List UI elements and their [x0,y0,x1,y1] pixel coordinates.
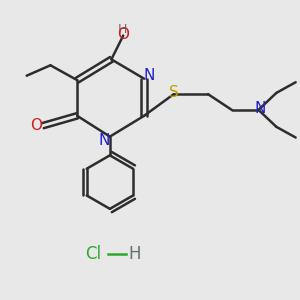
Text: N: N [144,68,155,83]
Text: S: S [169,85,179,100]
Text: O: O [31,118,43,133]
Text: Cl: Cl [85,245,102,263]
Text: H: H [128,245,141,263]
Text: O: O [117,28,129,43]
Text: N: N [99,133,110,148]
Text: H: H [118,23,127,36]
Text: N: N [254,101,266,116]
